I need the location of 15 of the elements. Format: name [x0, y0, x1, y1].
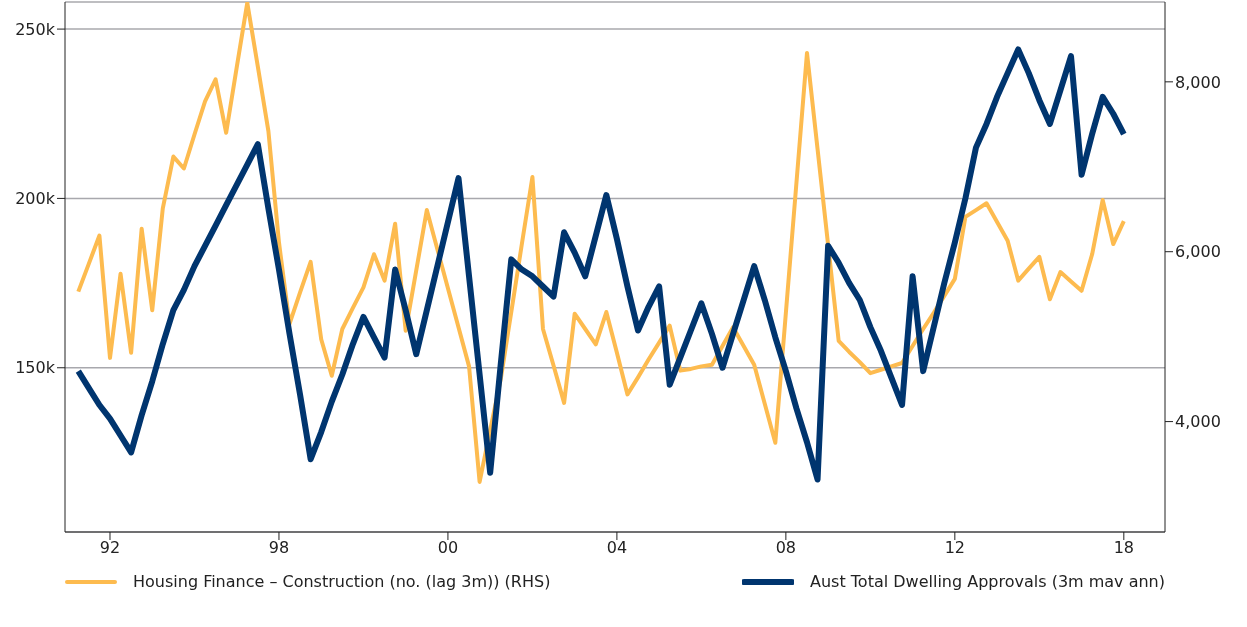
y2-tick-label: 6,000 — [1175, 242, 1221, 262]
legend-label: Aust Total Dwelling Approvals (3m mav ann) — [810, 572, 1165, 591]
x-tick-label: 92 — [99, 538, 121, 558]
x-tick-label: 08 — [775, 538, 797, 558]
x-tick-label: 98 — [268, 538, 290, 558]
y-tick-label: 200k — [15, 189, 56, 209]
x-tick-label: 00 — [437, 538, 459, 558]
y2-tick-label: 8,000 — [1175, 72, 1221, 92]
x-tick-label: 12 — [944, 538, 966, 558]
x-tick-label: 04 — [606, 538, 628, 558]
x-tick-label: 18 — [1113, 538, 1134, 558]
y-tick-label: 150k — [15, 358, 56, 378]
y-tick-label: 250k — [15, 19, 56, 39]
y2-tick-label: 4,000 — [1175, 412, 1221, 432]
legend-label: Housing Finance – Construction (no. (lag 3m)) (RHS) — [133, 572, 551, 591]
